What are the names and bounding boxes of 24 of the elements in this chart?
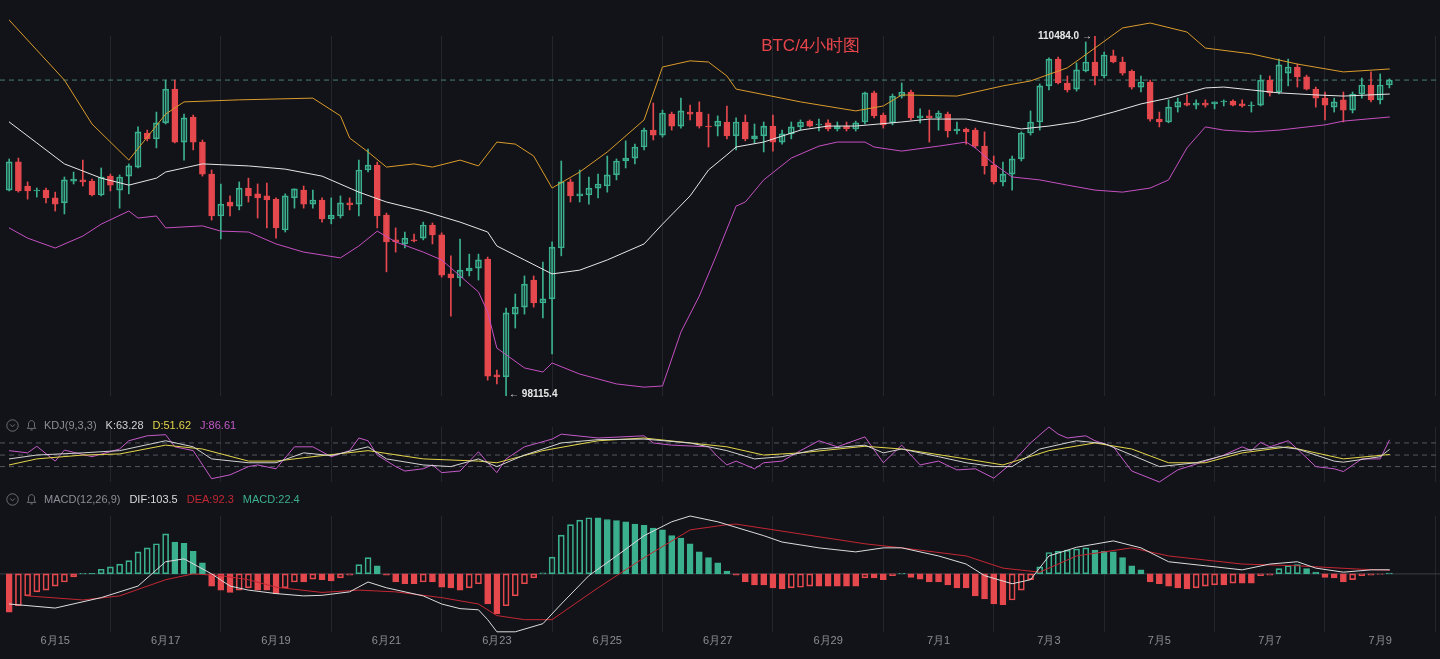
x-tick-label: 6月17: [150, 634, 181, 647]
text: DEA:92.3: [186, 492, 234, 506]
series-label: J:86.61: [200, 418, 237, 432]
x-tick-label: 6月23: [482, 634, 512, 647]
x-tick-label: 7月9: [1368, 634, 1392, 647]
chart-title: MACD(12,26,9): [44, 492, 121, 506]
x-tick-label: 6月15: [40, 634, 70, 647]
text: MACD:22.4: [242, 492, 300, 506]
series-label: K:63.28: [105, 418, 144, 432]
chart-title: BTC/4小时图: [761, 35, 861, 55]
annotation: ← 98115.4: [509, 387, 558, 399]
x-tick-label: 6月19: [261, 634, 291, 647]
x-tick-label: 7月5: [1147, 634, 1171, 647]
x-tick-label: 6月29: [813, 634, 843, 647]
x-tick-label: 7月7: [1258, 634, 1282, 647]
x-tick-label: 6月21: [371, 634, 402, 647]
x-tick-label: 7月1: [926, 634, 951, 647]
series-label: D:51.62: [152, 418, 192, 432]
chart-title: KDJ(9,3,3): [44, 418, 97, 432]
annotation: 110484.0 →: [1038, 29, 1092, 41]
x-tick-label: 6月27: [703, 634, 733, 647]
text: DIF:103.5: [129, 492, 178, 506]
x-tick-label: 7月3: [1037, 634, 1061, 647]
x-tick-label: 6月25: [592, 634, 622, 647]
